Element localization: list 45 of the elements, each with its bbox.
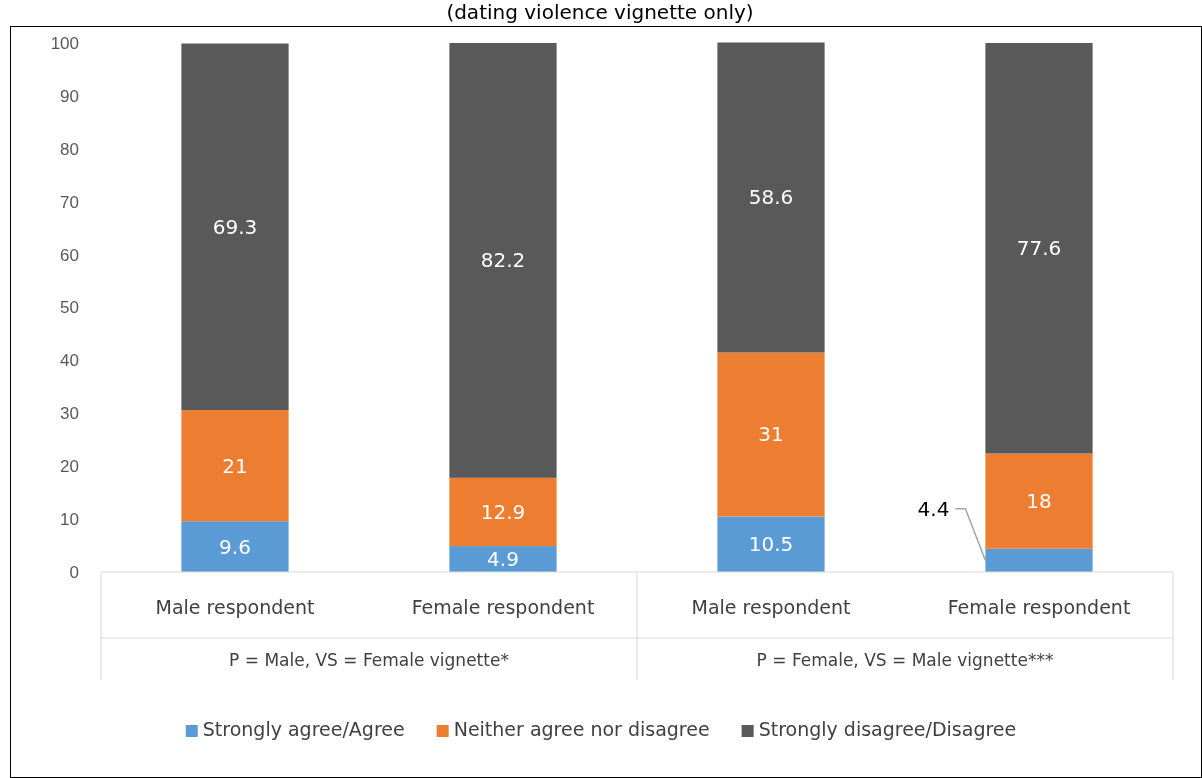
chart-title: (dating violence vignette only)	[446, 0, 754, 24]
bar	[985, 453, 1093, 549]
bar	[717, 42, 825, 353]
data-label: 4.4	[917, 496, 950, 521]
y-tick-label: 40	[60, 351, 79, 371]
data-label: 69.3	[212, 214, 258, 239]
data-label: 10.5	[748, 532, 794, 557]
x-tick-label: Male respondent	[155, 596, 315, 618]
bar	[717, 352, 825, 517]
y-tick-label: 50	[60, 298, 79, 318]
data-label: 4.9	[487, 547, 519, 572]
legend-label: Strongly disagree/Disagree	[758, 718, 1017, 740]
y-tick-label: 90	[60, 86, 79, 106]
bar	[717, 516, 825, 572]
bar	[985, 43, 1093, 454]
data-label: 77.6	[1016, 236, 1062, 261]
y-tick-label: 70	[60, 192, 79, 212]
data-label: 82.2	[480, 248, 526, 273]
bar	[449, 43, 557, 478]
legend-label: Strongly agree/Agree	[202, 718, 405, 740]
bar	[181, 521, 289, 572]
text: P = Male, VS = Female vignette*	[229, 650, 509, 670]
x-tick-label: Female respondent	[411, 596, 595, 618]
data-label: 12.9	[480, 499, 526, 524]
y-tick-label: 10	[60, 510, 79, 530]
bar	[985, 548, 1093, 572]
data-label: 21	[222, 453, 248, 478]
x-tick-label: Male respondent	[691, 596, 851, 618]
y-tick-label: 20	[60, 457, 79, 477]
bar	[449, 546, 557, 572]
y-tick-label: 100	[50, 33, 79, 53]
y-tick-label: 30	[60, 404, 79, 424]
text: P = Female, VS = Male vignette***	[756, 650, 1054, 670]
y-tick-label: 80	[60, 139, 79, 159]
data-label: 18	[1026, 489, 1052, 514]
y-tick-label: 0	[69, 562, 79, 582]
y-tick-label: 60	[60, 245, 79, 265]
bar	[181, 43, 289, 411]
bar	[449, 477, 557, 547]
bar	[181, 410, 289, 522]
x-tick-label: Female respondent	[947, 596, 1131, 618]
data-label: 9.6	[219, 534, 251, 559]
legend-label: Neither agree nor disagree	[453, 718, 710, 740]
data-label: 31	[758, 422, 784, 447]
data-label: 58.6	[748, 185, 794, 210]
